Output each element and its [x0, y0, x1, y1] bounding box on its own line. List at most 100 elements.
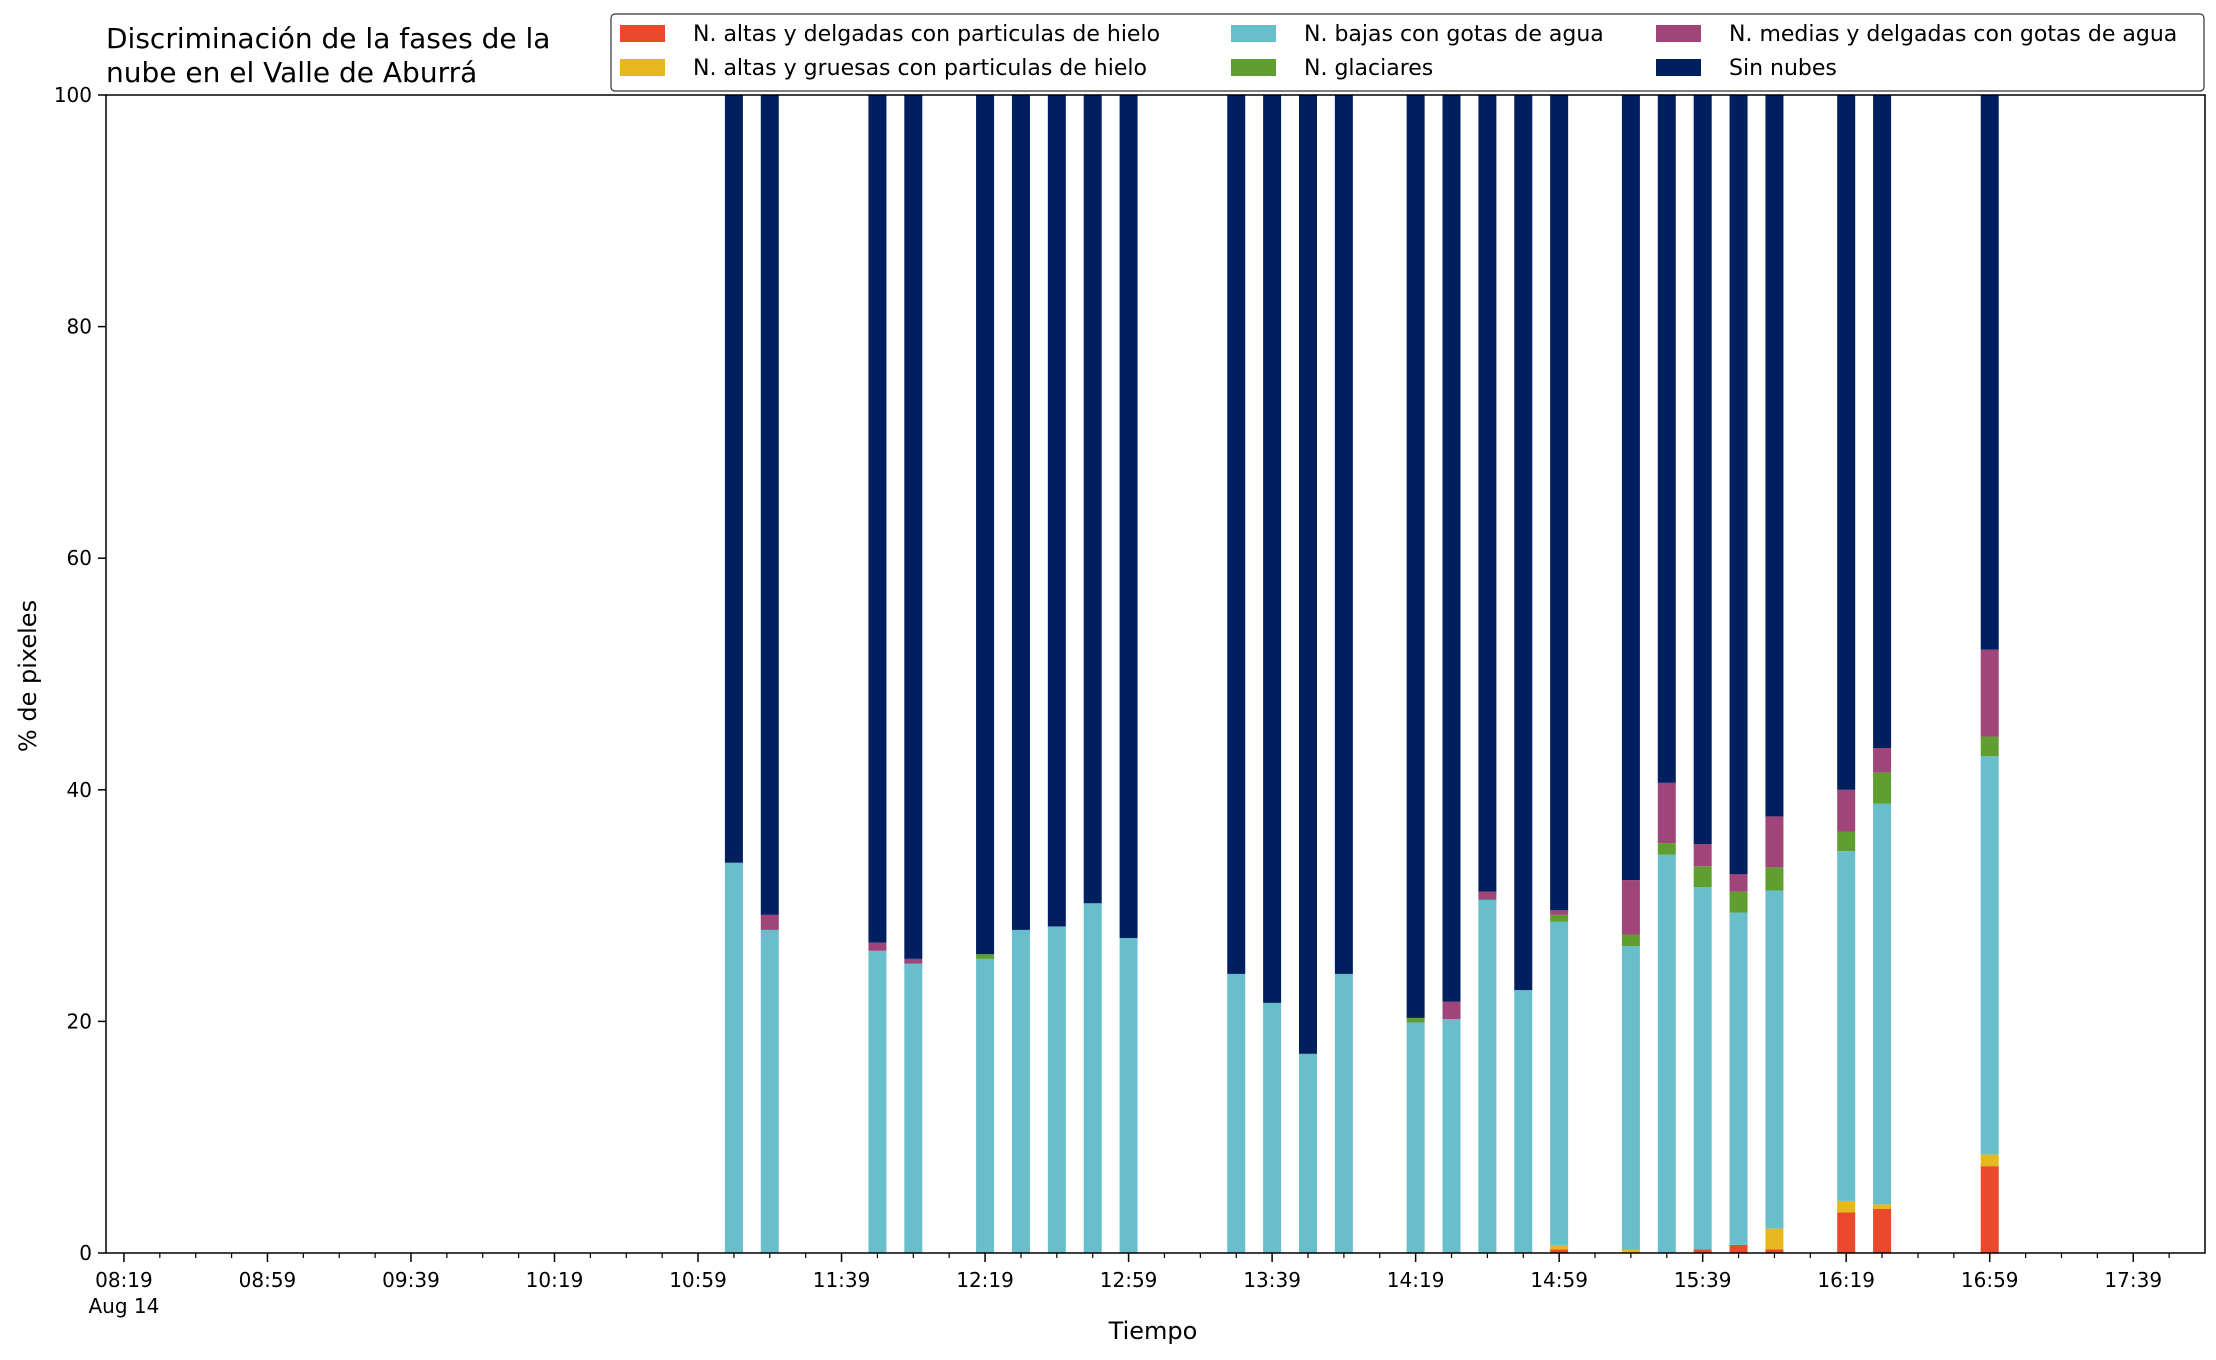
- legend-entry-4: N. medias y delgadas con gotas de agua: [1729, 22, 2177, 47]
- bar-segment-1559-series-4: [1765, 816, 1784, 868]
- bar-segment-1419-series-2: [1406, 1022, 1425, 1253]
- bar-segment-1549-series-3: [1729, 891, 1748, 913]
- bar-segment-1419-series-3: [1406, 1017, 1425, 1023]
- bar-segment-1459-series-3: [1550, 914, 1569, 922]
- bar-segment-1519-series-5: [1621, 95, 1640, 881]
- bar-segment-1659-series-1: [1980, 1154, 1999, 1167]
- bar-segment-1559-series-2: [1765, 890, 1784, 1229]
- legend: N. altas y delgadas con particulas de hi…: [610, 13, 2205, 92]
- bar-segment-1559-series-0: [1765, 1249, 1784, 1253]
- x-tick-label-0819: 08:19: [95, 1268, 153, 1292]
- legend-entry-1: N. altas y gruesas con particulas de hie…: [693, 56, 1147, 81]
- bar-segment-1349-series-5: [1298, 95, 1317, 1054]
- legend-swatch-3: [1231, 59, 1276, 76]
- x-tick-label-1139: 11:39: [813, 1268, 871, 1292]
- bar-segment-1619-series-5: [1837, 95, 1856, 790]
- bar-segment-1149-series-5: [868, 95, 887, 943]
- bar-segment-1459-series-0: [1550, 1249, 1569, 1253]
- bar-segment-1439-series-4: [1478, 891, 1497, 900]
- y-tick-label-100: 100: [54, 83, 92, 107]
- legend-swatch-4: [1656, 25, 1701, 42]
- x-axis-label: Tiempo: [1108, 1317, 1198, 1345]
- bar-segment-1629-series-0: [1873, 1209, 1892, 1253]
- bar-segment-1359-series-2: [1334, 973, 1353, 1253]
- bar-segment-1339-series-5: [1263, 95, 1282, 1003]
- bar-segment-1109-series-2: [724, 862, 743, 1253]
- bar-segment-1459-series-2: [1550, 921, 1569, 1245]
- bar-segment-1159-series-4: [904, 958, 923, 964]
- bar-segment-1619-series-2: [1837, 851, 1856, 1201]
- plot-frame: [105, 94, 2206, 1254]
- bar-segment-1519-series-2: [1621, 946, 1640, 1250]
- bar-segment-1449-series-5: [1514, 95, 1533, 991]
- bar-segment-1229-series-2: [1011, 929, 1030, 1253]
- bar-segment-1239-series-5: [1047, 95, 1066, 927]
- bar-segment-1429-series-5: [1442, 95, 1461, 1002]
- bar-segment-1329-series-5: [1227, 95, 1246, 974]
- bar-segment-1619-series-1: [1837, 1200, 1856, 1213]
- bar-segment-1219-series-5: [976, 95, 995, 955]
- x-tick-label-1539: 15:39: [1674, 1268, 1732, 1292]
- x-tick-label-0859: 08:59: [239, 1268, 297, 1292]
- bar-segment-1219-series-2: [976, 958, 995, 1253]
- bar-segment-1629-series-4: [1873, 748, 1892, 773]
- x-tick-label-1219: 12:19: [956, 1268, 1014, 1292]
- bar-segment-1549-series-0: [1729, 1244, 1748, 1253]
- bar-segment-1659-series-2: [1980, 756, 1999, 1155]
- bar-segment-1549-series-4: [1729, 874, 1748, 892]
- y-tick-label-0: 0: [79, 1241, 92, 1265]
- bar-segment-1439-series-2: [1478, 899, 1497, 1253]
- bar-segment-1159-series-5: [904, 95, 923, 959]
- bar-segment-1149-series-4: [868, 942, 887, 951]
- bar-segment-1549-series-5: [1729, 95, 1748, 875]
- text-layer: Discriminación de la fases de la nube en…: [14, 22, 1197, 1345]
- x-tick-label-0939: 09:39: [382, 1268, 440, 1292]
- bar-segment-1459-series-5: [1550, 95, 1569, 911]
- bar-segment-1559-series-1: [1765, 1228, 1784, 1250]
- legend-swatch-1: [620, 59, 665, 76]
- bar-segment-1459-series-1: [1550, 1244, 1569, 1250]
- legend-entry-0: N. altas y delgadas con particulas de hi…: [693, 22, 1160, 47]
- x-tick-label-1619: 16:19: [1817, 1268, 1875, 1292]
- bar-segment-1109-series-5: [724, 95, 743, 863]
- bar-segment-1529-series-5: [1657, 95, 1676, 783]
- bar-segment-1229-series-5: [1011, 95, 1030, 930]
- bar-segment-1239-series-2: [1047, 926, 1066, 1253]
- bar-segment-1159-series-2: [904, 963, 923, 1253]
- bar-segment-1249-series-2: [1083, 903, 1102, 1253]
- y-tick-label-20: 20: [67, 1009, 92, 1033]
- legend-swatch-2: [1231, 25, 1276, 42]
- x-tick-label-1459: 14:59: [1530, 1268, 1588, 1292]
- bar-segment-1259-series-5: [1119, 95, 1138, 939]
- bar-segment-1329-series-2: [1227, 973, 1246, 1253]
- bar-segment-1459-series-4: [1550, 910, 1569, 915]
- chart-title-line-1: Discriminación de la fases de la: [106, 22, 550, 55]
- bar-segment-1539-series-3: [1693, 866, 1712, 888]
- bar-segment-1629-series-3: [1873, 772, 1892, 804]
- y-axis-label: % de pixeles: [14, 600, 42, 752]
- bars-layer: [724, 95, 1999, 1253]
- bar-segment-1629-series-2: [1873, 803, 1892, 1205]
- bar-segment-1429-series-2: [1442, 1019, 1461, 1253]
- bar-segment-1559-series-5: [1765, 95, 1784, 817]
- y-tick-label-40: 40: [67, 778, 92, 802]
- bar-segment-1539-series-0: [1693, 1249, 1712, 1253]
- legend-entry-3: N. glaciares: [1304, 56, 1433, 81]
- bar-segment-1629-series-1: [1873, 1204, 1892, 1209]
- bar-segment-1349-series-2: [1298, 1053, 1317, 1253]
- bar-segment-1539-series-5: [1693, 95, 1712, 845]
- bar-segment-1519-series-3: [1621, 934, 1640, 947]
- bar-segment-1619-series-0: [1837, 1212, 1856, 1253]
- bar-segment-1339-series-2: [1263, 1002, 1282, 1253]
- x-tick-label-1659: 16:59: [1961, 1268, 2019, 1292]
- bar-segment-1519-series-4: [1621, 880, 1640, 935]
- bar-segment-1549-series-2: [1729, 912, 1748, 1245]
- legend-swatch-0: [620, 25, 665, 42]
- legend-entry-2: N. bajas con gotas de agua: [1304, 22, 1604, 47]
- x-tick-label-1739: 17:39: [2104, 1268, 2162, 1292]
- bar-segment-1629-series-5: [1873, 95, 1892, 749]
- bar-segment-1659-series-4: [1980, 649, 1999, 737]
